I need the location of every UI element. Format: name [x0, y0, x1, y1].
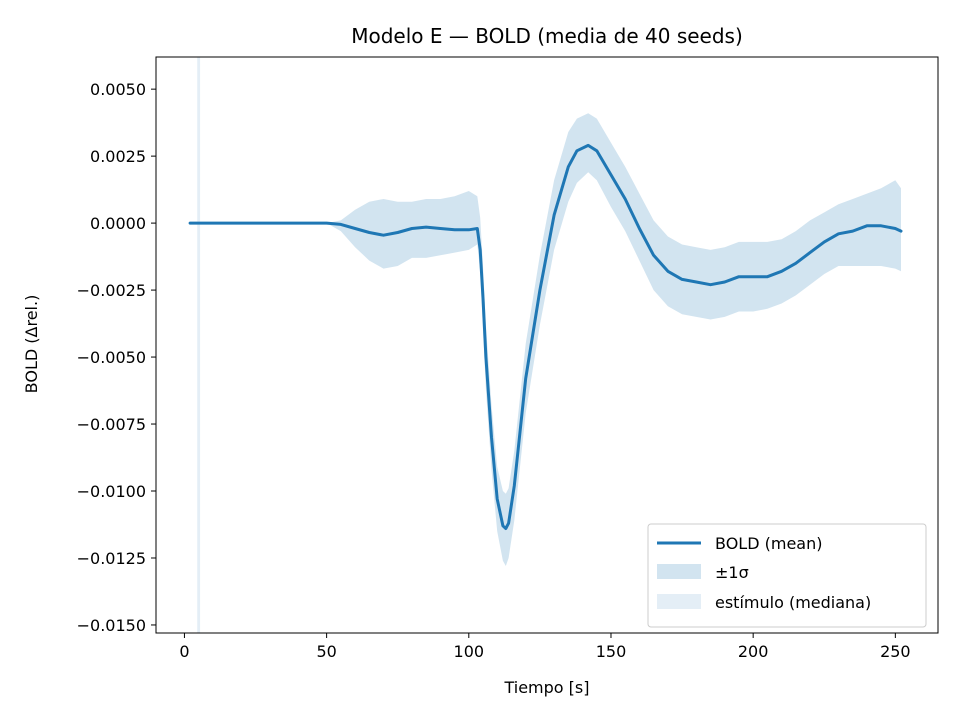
- legend-label-band: ±1σ: [715, 563, 749, 582]
- y-tick-label: 0.0000: [90, 214, 146, 233]
- y-tick-label: 0.0025: [90, 147, 146, 166]
- x-tick-label: 150: [596, 642, 627, 661]
- x-tick-label: 50: [316, 642, 336, 661]
- x-tick-label: 200: [738, 642, 769, 661]
- sigma-band: [190, 113, 902, 567]
- y-tick-label: −0.0150: [77, 616, 146, 635]
- legend-frame: [647, 523, 927, 628]
- x-tick-label: 0: [179, 642, 189, 661]
- legend-label-stimulus: estímulo (mediana): [715, 593, 871, 612]
- plot-area: [188, 57, 903, 633]
- x-tick-label: 250: [880, 642, 911, 661]
- series-line-mean: [188, 143, 903, 530]
- y-tick-label: −0.0050: [77, 348, 146, 367]
- y-tick-label: −0.0075: [77, 415, 146, 434]
- x-tick-label: 100: [454, 642, 485, 661]
- legend: BOLD (mean) ±1σ estímulo (mediana): [647, 523, 927, 628]
- chart-title: Modelo E — BOLD (media de 40 seeds): [351, 24, 743, 48]
- stimulus-interval: [197, 57, 201, 633]
- x-axis-label: Tiempo [s]: [503, 678, 589, 697]
- y-tick-label: 0.0050: [90, 80, 146, 99]
- axes: 0 50 100 150 200 250 0.0050 0.0025 0.0000 −0.0025…: [77, 56, 939, 661]
- legend-swatch-stimulus: [657, 594, 701, 609]
- y-tick-label: −0.0100: [77, 482, 146, 501]
- legend-swatch-band: [657, 564, 701, 579]
- plot-frame: [155, 56, 939, 634]
- legend-label-mean: BOLD (mean): [715, 534, 822, 553]
- y-tick-label: −0.0125: [77, 549, 146, 568]
- y-tick-label: −0.0025: [77, 281, 146, 300]
- y-axis-label: BOLD (Δrel.): [22, 295, 41, 394]
